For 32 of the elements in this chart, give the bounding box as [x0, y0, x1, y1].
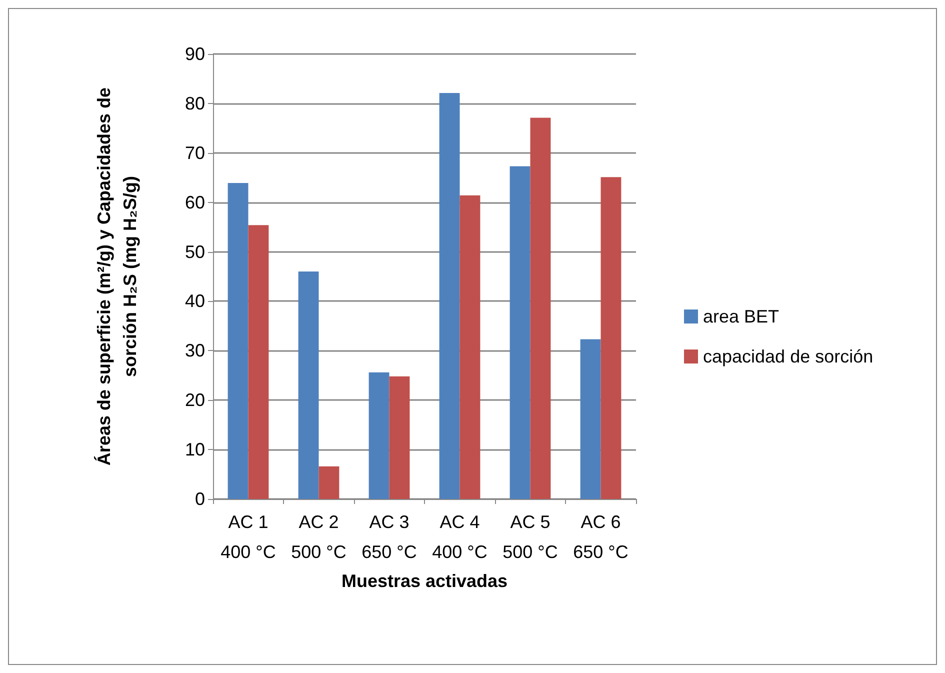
- y-tick-label: 20: [184, 390, 205, 410]
- x-tick-label: AC 4 400 °C: [432, 512, 488, 562]
- x-tick-label: AC 6 650 °C: [573, 512, 628, 562]
- y-tick-label: 10: [184, 440, 205, 460]
- y-tick-label: 70: [184, 142, 205, 163]
- bar: [248, 225, 269, 499]
- bar: [439, 93, 460, 499]
- bar: [389, 376, 410, 499]
- bar: [510, 166, 530, 499]
- x-tick-label: AC 5 500 °C: [502, 512, 558, 562]
- y-tick-label: 50: [184, 242, 205, 262]
- x-tick-label: AC 3 650 °C: [362, 512, 417, 562]
- bar: [318, 466, 340, 499]
- bar: [580, 339, 601, 499]
- bar: [530, 118, 551, 499]
- bar: [460, 195, 480, 499]
- legend-label: area BET: [703, 306, 780, 326]
- y-tick-label: 40: [184, 291, 205, 312]
- legend-label: capacidad de sorción: [703, 346, 874, 366]
- x-axis-title: Muestras activadas: [341, 570, 508, 591]
- bar: [368, 372, 390, 499]
- y-axis-title: Áreas de superficie (m²/g) y Capacidades de sorción H₂S (mg H₂S/g): [94, 87, 140, 466]
- x-tick-label: AC 1 400 °C: [220, 512, 276, 562]
- bar: [600, 177, 622, 499]
- y-tick-label: 60: [184, 192, 205, 212]
- y-tick-label: 90: [184, 44, 205, 64]
- bar: [298, 272, 319, 499]
- y-tick-label: 30: [184, 340, 205, 361]
- x-tick-label: AC 2 500 °C: [291, 512, 346, 562]
- y-tick-label: 80: [184, 93, 205, 114]
- y-tick-label: 0: [194, 489, 205, 509]
- bar: [228, 183, 248, 499]
